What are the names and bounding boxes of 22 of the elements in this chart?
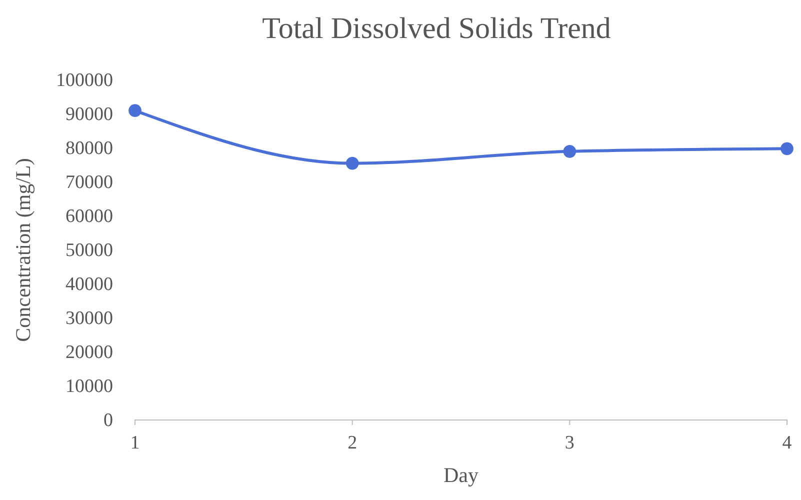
point [128,104,142,118]
x-tick-label: 3 [564,432,574,454]
y-tick-label: 90000 [66,104,113,126]
y-tick-label: 20000 [66,342,113,364]
x-axis-title: Day [444,463,479,487]
point [780,142,794,156]
x-tick-label: 2 [348,432,358,454]
x-tick-label: 4 [782,432,792,454]
y-tick-label: 10000 [66,376,113,398]
x-tick-label: 1 [130,432,140,454]
y-tick-label: 60000 [66,206,113,228]
y-tick-label: 0 [104,410,113,432]
chart-title: Total Dissolved Solids Trend [262,12,611,45]
y-tick-label: 70000 [66,172,113,194]
y-tick-label: 40000 [66,274,113,296]
y-axis-title: Concentration (mg/L) [11,158,35,342]
point [346,156,359,170]
y-tick-label: 50000 [66,240,113,262]
point [563,144,576,158]
y-tick-label: 80000 [66,138,113,160]
y-tick-label: 100000 [56,70,113,92]
y-tick-label: 30000 [66,308,113,330]
